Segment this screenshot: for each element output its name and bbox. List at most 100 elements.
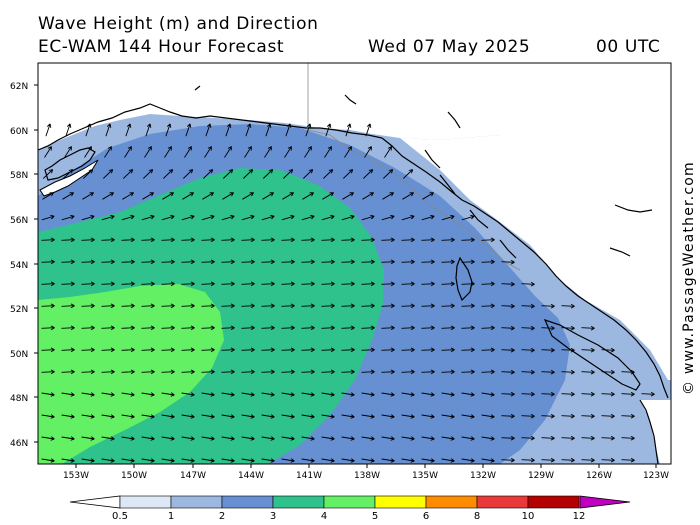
wave-arrow xyxy=(65,123,72,137)
wave-arrow xyxy=(161,369,175,375)
wave-arrow xyxy=(225,123,232,137)
map-title: Wave Height (m) and Direction xyxy=(38,14,319,34)
wave-arrow xyxy=(541,413,555,419)
wave-arrow xyxy=(121,281,135,287)
wave-arrow xyxy=(202,192,214,200)
wave-arrow xyxy=(364,146,372,158)
wave-arrow xyxy=(601,347,615,353)
wave-arrow xyxy=(321,214,335,221)
wave-arrow xyxy=(422,192,434,200)
wave-arrow xyxy=(282,192,294,200)
wave-arrow xyxy=(345,123,352,137)
wave-arrow xyxy=(501,347,515,353)
wave-arrow xyxy=(581,325,595,331)
wave-arrow xyxy=(221,369,235,375)
wave-direction-arrows xyxy=(41,123,655,463)
wave-arrow xyxy=(241,347,255,353)
wave-arrow xyxy=(362,192,374,200)
wave-arrow xyxy=(281,347,295,353)
wave-arrow xyxy=(221,237,235,243)
wave-arrow xyxy=(201,214,215,221)
wave-arrow xyxy=(281,392,295,397)
wave-arrow xyxy=(461,458,475,463)
wave-arrow xyxy=(181,214,195,221)
legend-left-cap xyxy=(69,495,121,509)
wave-arrow xyxy=(181,303,195,309)
wave-arrow xyxy=(41,414,55,419)
wave-arrow xyxy=(621,391,635,397)
wave-arrow xyxy=(82,192,94,200)
wave-arrow xyxy=(121,303,135,309)
wave-arrow xyxy=(201,414,215,419)
wave-arrow xyxy=(321,325,335,331)
wave-arrow xyxy=(361,458,375,463)
wave-arrow xyxy=(121,436,135,441)
wave-arrow xyxy=(382,192,394,200)
wave-arrow xyxy=(82,169,94,179)
wave-arrow xyxy=(461,259,475,265)
wave-arrow xyxy=(221,458,235,463)
wave-arrow xyxy=(341,414,355,419)
wave-arrow xyxy=(281,214,295,221)
wave-arrow xyxy=(301,347,315,353)
wave-arrow xyxy=(101,214,115,221)
wave-arrow xyxy=(81,436,95,441)
wave-arrow xyxy=(81,237,95,243)
wave-arrow xyxy=(521,369,535,375)
wave-arrow xyxy=(201,458,215,463)
wave-arrow xyxy=(141,369,155,375)
wave-arrow xyxy=(361,259,375,265)
lon-ticks xyxy=(75,464,657,468)
wave-arrow xyxy=(281,259,295,265)
wave-arrow xyxy=(141,436,155,441)
wave-arrow xyxy=(261,458,275,463)
wave-arrow xyxy=(101,325,115,331)
wave-arrow xyxy=(161,392,175,397)
wave-arrow xyxy=(125,123,132,137)
wave-arrow xyxy=(221,281,235,287)
wave-arrow xyxy=(81,392,95,397)
wave-arrow xyxy=(181,414,195,419)
lon-label: 153W xyxy=(63,471,89,481)
wave-arrow xyxy=(181,237,195,243)
wave-arrow xyxy=(221,392,235,397)
credit-text: © www.PassageWeather.com xyxy=(681,161,697,395)
wave-arrow xyxy=(104,146,112,158)
wave-arrow xyxy=(541,435,555,441)
wave-arrow xyxy=(121,237,135,243)
wave-arrow xyxy=(182,169,194,179)
wave-arrow xyxy=(601,457,615,463)
wave-arrow xyxy=(64,146,72,158)
wave-arrow xyxy=(101,369,115,375)
longitude-axis: 153W 150W 147W 144W 141W 138W 135W 132W … xyxy=(63,471,669,481)
wave-arrow xyxy=(285,123,292,137)
wave-arrow xyxy=(321,259,335,265)
wave-arrow xyxy=(481,347,495,353)
wave-arrow xyxy=(421,347,435,353)
legend-right-cap xyxy=(579,495,631,509)
wave-arrow xyxy=(124,146,132,158)
wave-arrow xyxy=(561,325,575,331)
wave-arrow xyxy=(141,303,155,309)
wave-arrow xyxy=(301,436,315,441)
land-bc xyxy=(400,63,671,380)
wave-arrow xyxy=(102,192,114,200)
legend-tick: 0.5 xyxy=(112,511,128,522)
legend-tick: 1 xyxy=(168,511,174,522)
wave-arrow xyxy=(61,347,75,353)
wave-arrow xyxy=(481,369,495,375)
wave-arrow xyxy=(561,369,575,375)
wave-arrow xyxy=(402,192,414,200)
wave-arrow xyxy=(42,169,54,179)
wave-arrow xyxy=(181,281,195,287)
wave-arrow xyxy=(601,369,615,375)
wave-arrow xyxy=(262,192,274,200)
wave-arrow xyxy=(281,414,295,419)
wave-arrow xyxy=(41,259,55,265)
wave-arrow xyxy=(221,259,235,265)
wave-arrow xyxy=(461,214,475,221)
wave-arrow xyxy=(621,457,635,463)
legend-swatch xyxy=(425,495,478,509)
wave-arrow xyxy=(122,169,134,179)
